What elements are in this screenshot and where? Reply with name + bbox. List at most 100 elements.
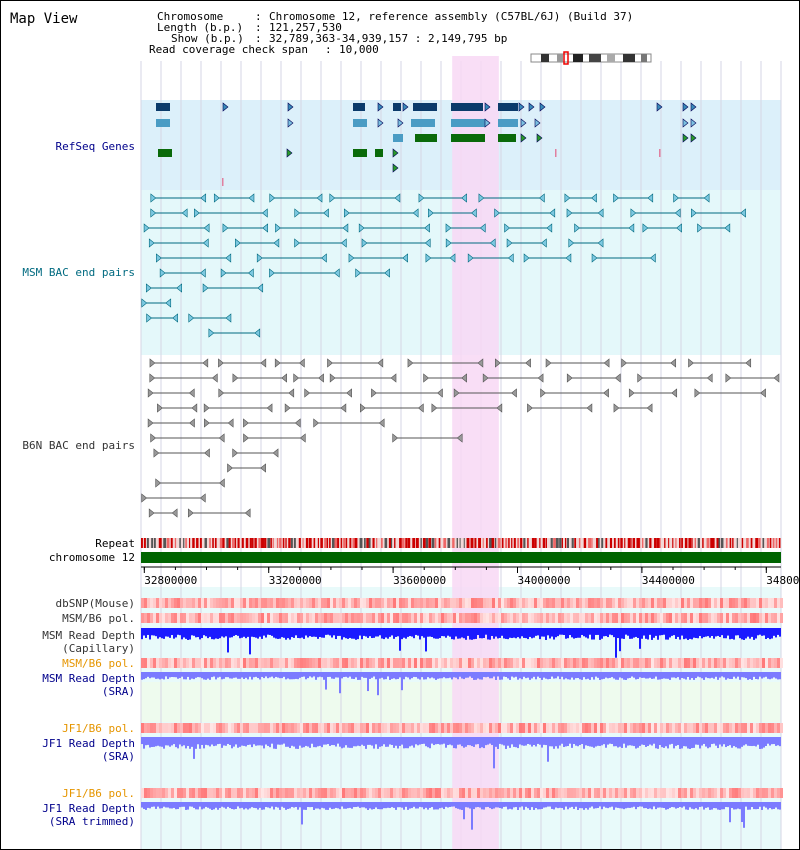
heat-cell [237, 598, 240, 608]
track-label-jf1-depth-trim[interactable]: JF1 Read Depth [42, 802, 135, 815]
bac-end-marker [294, 238, 301, 248]
depth-bar [619, 737, 621, 747]
heat-cell [732, 788, 735, 798]
repeat-mark [380, 538, 383, 548]
heat-cell [687, 613, 690, 623]
heat-cell [570, 658, 573, 668]
depth-bar [151, 672, 153, 678]
heat-cell [387, 658, 390, 668]
depth-bar [445, 802, 447, 807]
depth-bar [197, 628, 199, 638]
repeat-mark [270, 538, 272, 548]
heat-cell [324, 658, 327, 668]
depth-bar [317, 737, 319, 747]
depth-bar [191, 802, 193, 807]
heat-cell [363, 723, 366, 733]
track-label-repeat[interactable]: Repeat [95, 537, 135, 550]
heat-cell [675, 613, 678, 623]
track-label-b6n-bac[interactable]: B6N BAC end pairs [22, 439, 135, 452]
heat-cell [318, 598, 321, 608]
depth-bar [265, 737, 267, 745]
heat-cell [474, 788, 477, 798]
track-label-msm-depth-sra[interactable]: MSM Read Depth [42, 672, 135, 685]
heat-cell [684, 598, 687, 608]
track-label-refseq-genes[interactable]: RefSeq Genes [55, 140, 135, 153]
depth-bar [533, 628, 535, 638]
depth-bar [195, 737, 197, 749]
track-label-dbsnp[interactable]: dbSNP(Mouse) [55, 597, 135, 610]
depth-bar [323, 802, 325, 809]
depth-bar [309, 628, 311, 637]
heat-cell [150, 788, 153, 798]
track-label-jf1-b6-pol-2[interactable]: JF1/B6 pol. [62, 787, 135, 800]
depth-bar [393, 802, 395, 808]
repeat-mark [494, 538, 497, 548]
heat-cell [675, 658, 678, 668]
depth-bar [327, 737, 329, 745]
depth-bar [453, 737, 455, 749]
repeat-mark [422, 538, 426, 548]
track-label-jf1-b6-pol-1[interactable]: JF1/B6 pol. [62, 722, 135, 735]
repeat-mark [645, 538, 648, 548]
track-label-jf1-depth-sra[interactable]: JF1 Read Depth [42, 737, 135, 750]
heat-cell [327, 788, 330, 798]
depth-bar [275, 628, 277, 639]
repeat-mark [668, 538, 670, 548]
depth-bar [159, 628, 161, 638]
heat-cell [306, 613, 309, 623]
heat-cell [351, 723, 354, 733]
bac-end-marker [467, 253, 474, 263]
depth-bar [205, 802, 207, 807]
track-label-msm-bac[interactable]: MSM BAC end pairs [22, 266, 135, 279]
repeat-mark [766, 538, 769, 548]
gene-block [353, 149, 367, 157]
heat-cell [441, 598, 444, 608]
track-label-msm-b6-pol-2[interactable]: MSM/B6 pol. [62, 657, 135, 670]
heat-cell [456, 598, 459, 608]
depth-bar [437, 802, 439, 810]
heat-cell [306, 788, 309, 798]
track-label-chromosome[interactable]: chromosome 12 [48, 551, 135, 564]
depth-bar [575, 737, 577, 746]
repeat-mark [694, 538, 697, 548]
depth-bar [561, 628, 563, 635]
depth-bar [443, 628, 445, 637]
heat-cell [651, 788, 654, 798]
depth-bar [207, 672, 209, 679]
heat-cell [369, 598, 372, 608]
depth-bar [659, 628, 661, 636]
heat-cell [252, 598, 255, 608]
depth-bar [683, 802, 685, 807]
heat-cell [303, 613, 306, 623]
depth-bar [399, 628, 401, 651]
depth-bar [197, 802, 199, 810]
heat-cell [195, 613, 198, 623]
heat-cell [504, 613, 507, 623]
heat-cell [606, 613, 609, 623]
bac-end-marker [275, 223, 281, 233]
heat-cell [708, 658, 711, 668]
repeat-mark [425, 538, 429, 548]
depth-bar [173, 672, 175, 678]
depth-bar [327, 802, 329, 810]
depth-bar [353, 628, 355, 639]
track-label-msm-b6-pol-1[interactable]: MSM/B6 pol. [62, 612, 135, 625]
bac-end-marker [202, 238, 209, 248]
bac-end-marker [537, 373, 544, 383]
depth-bar [473, 737, 475, 747]
heat-cell [279, 613, 282, 623]
depth-bar [759, 737, 761, 749]
heat-cell [360, 658, 363, 668]
heat-cell [645, 613, 648, 623]
heat-cell [621, 658, 624, 668]
depth-bar [211, 737, 213, 745]
heat-cell [411, 788, 414, 798]
bac-end-marker [202, 358, 209, 368]
depth-bar [209, 628, 211, 637]
depth-bar [679, 737, 681, 749]
heat-cell [591, 788, 594, 798]
depth-bar [273, 672, 275, 679]
track-label-msm-depth-cap[interactable]: MSM Read Depth [42, 629, 135, 642]
heat-cell [375, 598, 378, 608]
bac-end-marker [574, 223, 581, 233]
